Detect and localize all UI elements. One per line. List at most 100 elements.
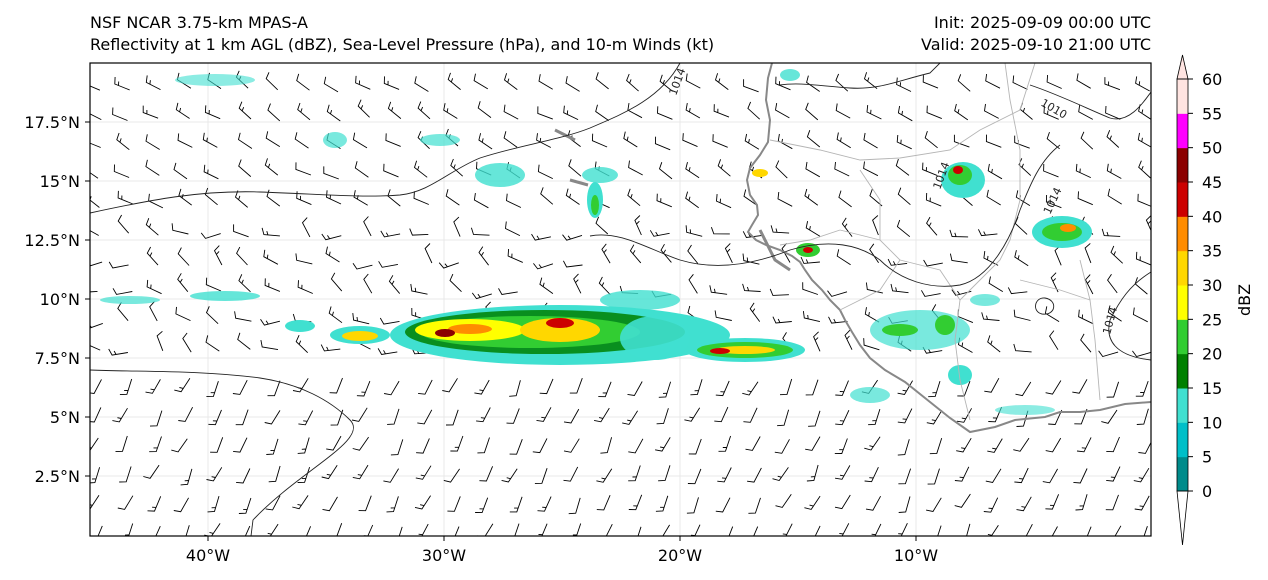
wind-barb bbox=[352, 132, 368, 149]
wind-barb bbox=[926, 105, 942, 120]
wind-barb bbox=[1106, 163, 1122, 179]
wind-barb bbox=[321, 464, 338, 480]
wind-barb bbox=[260, 319, 281, 326]
wind-barb bbox=[1105, 105, 1121, 120]
wind-barb bbox=[443, 468, 460, 483]
wind-barb bbox=[90, 85, 101, 91]
lat-tick-2.5: 2.5°N bbox=[35, 467, 80, 486]
wind-barb bbox=[1101, 409, 1118, 424]
wind-barb bbox=[656, 193, 672, 208]
wind-barb bbox=[415, 465, 432, 480]
wind-barb bbox=[838, 190, 852, 208]
wind-barb bbox=[688, 274, 698, 294]
wind-barb bbox=[687, 244, 699, 264]
wind-barb bbox=[297, 280, 313, 294]
wind-barb bbox=[742, 283, 761, 292]
wind-barb bbox=[264, 278, 281, 292]
wind-barb bbox=[868, 408, 881, 426]
wind-barb bbox=[149, 301, 158, 322]
wind-barb bbox=[1013, 437, 1030, 452]
wind-barb bbox=[1080, 131, 1094, 150]
wind-barb bbox=[1016, 410, 1029, 427]
wind-barb bbox=[687, 468, 702, 485]
lat-tick-15: 15°N bbox=[40, 172, 80, 191]
colorbar-segment bbox=[1177, 216, 1188, 252]
wind-barb bbox=[896, 219, 911, 238]
wind-barb bbox=[296, 73, 310, 91]
wind-barb bbox=[234, 311, 252, 322]
wind-barb bbox=[568, 497, 581, 515]
wind-barb bbox=[864, 436, 881, 451]
lon-tick-30w: 30°W bbox=[422, 546, 466, 565]
colorbar-segment bbox=[1177, 250, 1188, 286]
wind-barb bbox=[413, 160, 428, 178]
wind-barb bbox=[753, 526, 759, 536]
wind-barb bbox=[505, 221, 521, 237]
wind-barb bbox=[238, 497, 252, 514]
wind-barb bbox=[356, 380, 371, 397]
wind-barb bbox=[897, 408, 913, 424]
echo-cells-scattered bbox=[175, 69, 1092, 415]
wind-barb bbox=[537, 164, 553, 180]
wind-barb bbox=[805, 161, 821, 178]
wind-barb bbox=[202, 132, 218, 148]
wind-barb bbox=[977, 229, 998, 237]
wind-barb bbox=[685, 103, 701, 119]
wind-barb bbox=[656, 408, 669, 425]
wind-barb bbox=[1134, 495, 1150, 511]
wind-barb bbox=[654, 136, 671, 151]
colorbar-tick-label: 0 bbox=[1202, 482, 1212, 501]
colorbar-tick-label: 40 bbox=[1202, 207, 1222, 226]
wind-barb bbox=[658, 381, 672, 398]
wind-barb bbox=[267, 103, 281, 122]
wind-barb bbox=[112, 288, 133, 295]
lat-tick-7.5: 7.5°N bbox=[35, 349, 80, 368]
wind-barb bbox=[383, 163, 399, 178]
wind-barb bbox=[777, 191, 793, 207]
wind-barb bbox=[804, 188, 819, 206]
wind-barb bbox=[626, 73, 639, 92]
wind-barb bbox=[744, 133, 760, 150]
wind-barb bbox=[1143, 526, 1148, 536]
wind-barb bbox=[119, 466, 132, 483]
wind-barb bbox=[1045, 494, 1060, 510]
wind-barb bbox=[180, 468, 193, 486]
wind-barb bbox=[479, 466, 494, 482]
wind-barb bbox=[601, 243, 611, 264]
wind-barb bbox=[1073, 468, 1088, 484]
wind-barb bbox=[503, 131, 518, 148]
wind-barb bbox=[383, 76, 400, 90]
wind-barb bbox=[1042, 468, 1058, 484]
wind-barb bbox=[710, 227, 730, 235]
wind-barb bbox=[206, 467, 223, 482]
wind-barb bbox=[450, 158, 464, 177]
colorbar-segment bbox=[1177, 147, 1188, 183]
wind-barb bbox=[266, 438, 279, 455]
wind-barb bbox=[514, 523, 520, 536]
wind-barb bbox=[1046, 74, 1062, 89]
wind-barb bbox=[509, 439, 523, 455]
wind-barb bbox=[728, 526, 734, 536]
wind-barb bbox=[1075, 494, 1088, 511]
wind-barb bbox=[781, 243, 791, 263]
wind-barb bbox=[813, 331, 821, 352]
wind-barb bbox=[896, 77, 912, 92]
wind-barb bbox=[268, 465, 281, 483]
wind-barb bbox=[1013, 343, 1032, 353]
echo-band-main bbox=[100, 290, 805, 365]
wind-barb bbox=[805, 221, 821, 237]
wind-barb bbox=[478, 246, 489, 266]
wind-barb bbox=[503, 73, 518, 90]
wind-barb bbox=[90, 142, 101, 148]
wind-barb bbox=[414, 76, 429, 92]
wind-barb bbox=[352, 436, 369, 451]
wind-barb bbox=[533, 263, 554, 270]
wind-barb bbox=[538, 523, 548, 536]
wind-barb bbox=[450, 435, 464, 452]
wind-barb bbox=[827, 290, 848, 297]
colorbar-tick-label: 45 bbox=[1202, 173, 1222, 192]
wind-barb bbox=[598, 381, 612, 398]
country-borders bbox=[769, 63, 1101, 421]
wind-barb bbox=[714, 73, 729, 90]
wind-barb bbox=[712, 134, 728, 148]
